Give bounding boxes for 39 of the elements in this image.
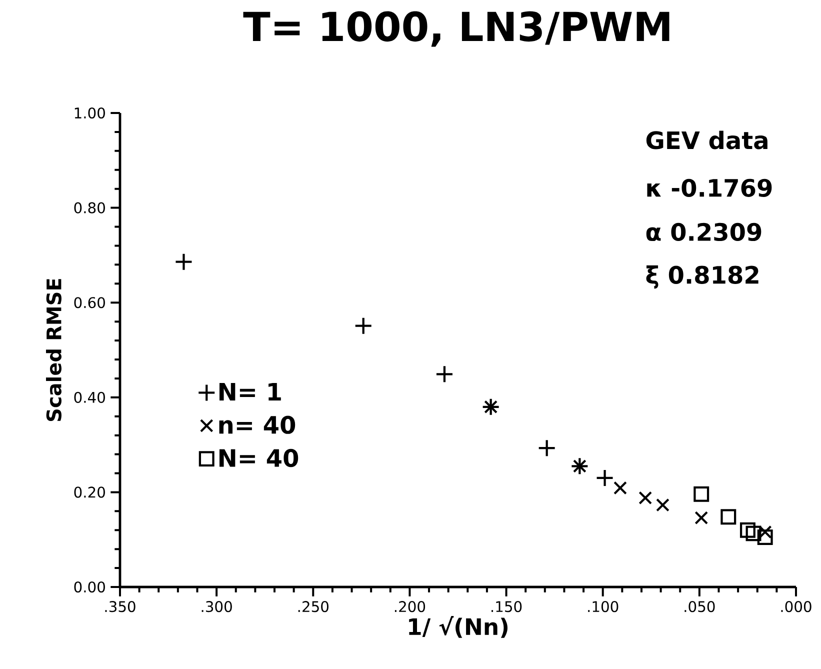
point bbox=[740, 522, 756, 538]
legend-label: N= 1 bbox=[219, 382, 281, 400]
point bbox=[435, 365, 454, 384]
x-tick-label: .350 bbox=[105, 601, 136, 612]
point bbox=[614, 481, 627, 495]
point bbox=[758, 525, 772, 539]
point bbox=[757, 529, 773, 545]
y-tick-label: 1.00 bbox=[74, 107, 105, 119]
y-tick-label: 0.80 bbox=[74, 202, 105, 214]
point bbox=[694, 486, 710, 502]
point bbox=[694, 511, 708, 525]
point bbox=[174, 252, 193, 271]
annotation: ξ 0.8182 bbox=[646, 265, 758, 289]
point bbox=[354, 316, 372, 335]
annotation: GEV data bbox=[646, 130, 768, 150]
point bbox=[596, 468, 614, 488]
point bbox=[746, 526, 762, 542]
annotation: α 0.2309 bbox=[646, 222, 762, 242]
point bbox=[656, 498, 670, 512]
y-tick-label: 0.40 bbox=[74, 392, 105, 403]
x-tick-label: .000 bbox=[781, 601, 812, 612]
x-tick-label: .200 bbox=[394, 601, 426, 612]
y-tick-label: 0.60 bbox=[74, 297, 105, 308]
legend-label: N= 40 bbox=[219, 448, 298, 468]
x-axis-title: 1/ √(Nn) bbox=[409, 616, 508, 638]
point bbox=[638, 491, 652, 505]
y-axis-title: Scaled RMSE bbox=[46, 279, 62, 421]
x-tick-label: .300 bbox=[202, 601, 232, 612]
annotation: κ -0.1769 bbox=[647, 178, 772, 197]
point bbox=[538, 439, 556, 458]
x-tick-label: .100 bbox=[588, 601, 618, 612]
x-tick-label: .150 bbox=[492, 601, 522, 612]
point bbox=[720, 509, 736, 525]
x-tick-label: .250 bbox=[298, 601, 328, 612]
x-tick-label: .050 bbox=[684, 601, 715, 612]
chart-title: T= 1000, LN3/PWM bbox=[243, 11, 670, 47]
y-tick-label: 0.00 bbox=[74, 581, 105, 593]
y-tick-label: 0.20 bbox=[74, 486, 105, 498]
legend-label: n= 40 bbox=[219, 416, 296, 434]
